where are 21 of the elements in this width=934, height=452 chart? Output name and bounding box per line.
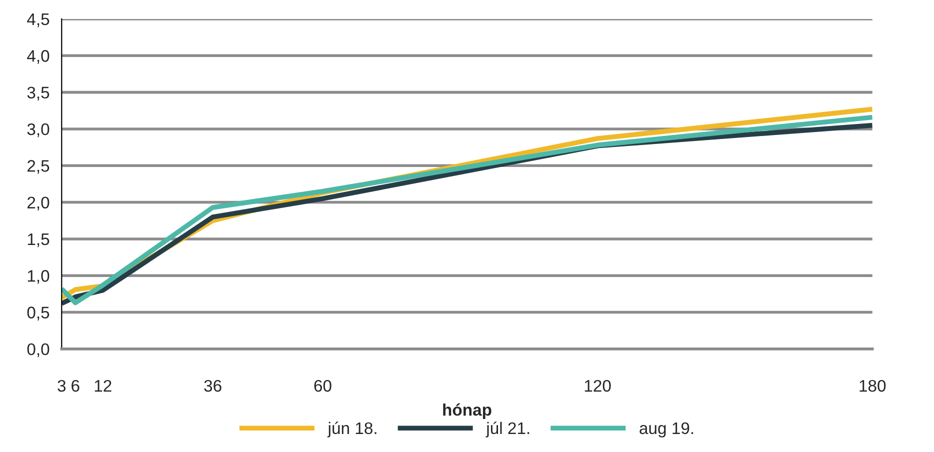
- y-tick-label: 4,0: [27, 50, 50, 64]
- y-tick-label: 4,5: [27, 14, 50, 28]
- y-tick-label: 0,5: [27, 306, 50, 320]
- legend-label: aug 19.: [640, 422, 694, 438]
- y-tick-label: 1,5: [28, 234, 50, 248]
- legend-label: júl 21.: [486, 422, 530, 438]
- x-tick-label: 12: [94, 380, 112, 392]
- y-tick-label: 2,0: [28, 196, 50, 210]
- legend-label: jún 18.: [327, 422, 376, 438]
- y-tick-label: 3,0: [27, 123, 50, 138]
- y-tick-label: 1,0: [28, 270, 50, 284]
- x-tick-label: 36: [204, 380, 222, 392]
- y-tick-label: 2,5: [28, 160, 50, 174]
- x-tick-label: 3: [58, 380, 66, 392]
- x-tick-label: 6: [72, 380, 80, 392]
- x-tick-label: 60: [314, 380, 332, 392]
- y-tick-label: 0,0: [27, 343, 50, 358]
- x-tick-label: 180: [860, 380, 886, 392]
- y-tick-label: 3,5: [27, 86, 50, 100]
- x-axis-title: hónap: [443, 403, 492, 420]
- x-tick-label: 120: [584, 380, 611, 392]
